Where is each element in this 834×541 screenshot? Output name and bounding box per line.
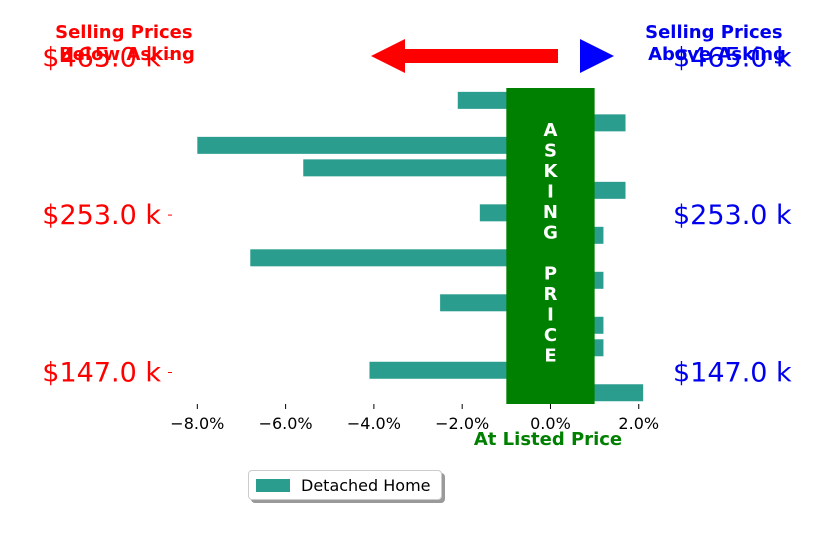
asking-label-letter: S: [544, 141, 557, 162]
bar: [250, 249, 551, 267]
right-title-line-2: Above Asking: [648, 44, 786, 65]
price-label-letter: R: [544, 284, 558, 305]
y-label-right: $465.0 k: [673, 43, 792, 74]
price-label-letter: P: [544, 264, 557, 285]
x-tick-label: −4.0%: [347, 414, 401, 433]
asking-label-letter: I: [547, 182, 554, 203]
asking-label-letter: K: [543, 161, 558, 182]
y-label-left: $465.0 k: [42, 43, 161, 74]
y-label-right: $253.0 k: [673, 200, 792, 231]
asking-band-rect: [506, 88, 595, 404]
bar: [369, 361, 551, 379]
right-title-line-1: Selling Prices: [645, 22, 782, 43]
bar: [303, 159, 551, 177]
left-title: Selling Prices Below Asking: [55, 22, 199, 65]
price-label-letter: I: [547, 305, 554, 326]
y-label-right: $147.0 k: [673, 358, 792, 389]
legend-label-detached-home: Detached Home: [301, 475, 431, 495]
y-axis-labels: $147.0 k $147.0 k $253.0 k $253.0 k $465.0 k…: [42, 43, 792, 389]
legend-swatch: [256, 478, 290, 492]
x-tick-label: −6.0%: [259, 414, 313, 433]
x-tick-label: 0.0%: [530, 414, 571, 433]
asking-label-letter: G: [543, 223, 558, 244]
arrow-left-icon: [371, 39, 558, 73]
left-title-line-2: Below Asking: [59, 44, 195, 65]
x-tick-label: 2.0%: [618, 414, 659, 433]
x-axis: −8.0% −6.0% −4.0% −2.0% 0.0% 2.0%: [170, 404, 659, 433]
right-title: Selling Prices Above Asking: [645, 22, 789, 65]
y-label-left: $147.0 k: [42, 358, 161, 389]
price-label-letter: E: [544, 346, 556, 367]
legend: Detached Home: [248, 470, 442, 500]
y-label-left: $253.0 k: [42, 200, 161, 231]
bar: [197, 136, 551, 154]
asking-label-letter: A: [543, 120, 557, 141]
x-axis-label: At Listed Price: [474, 429, 622, 450]
x-tick-label: −8.0%: [170, 414, 224, 433]
price-label-letter: C: [544, 325, 557, 346]
triangle-right-icon: [580, 39, 614, 73]
asking-label-letter: N: [543, 202, 558, 223]
left-title-line-1: Selling Prices: [55, 22, 192, 43]
x-tick-label: −2.0%: [435, 414, 489, 433]
